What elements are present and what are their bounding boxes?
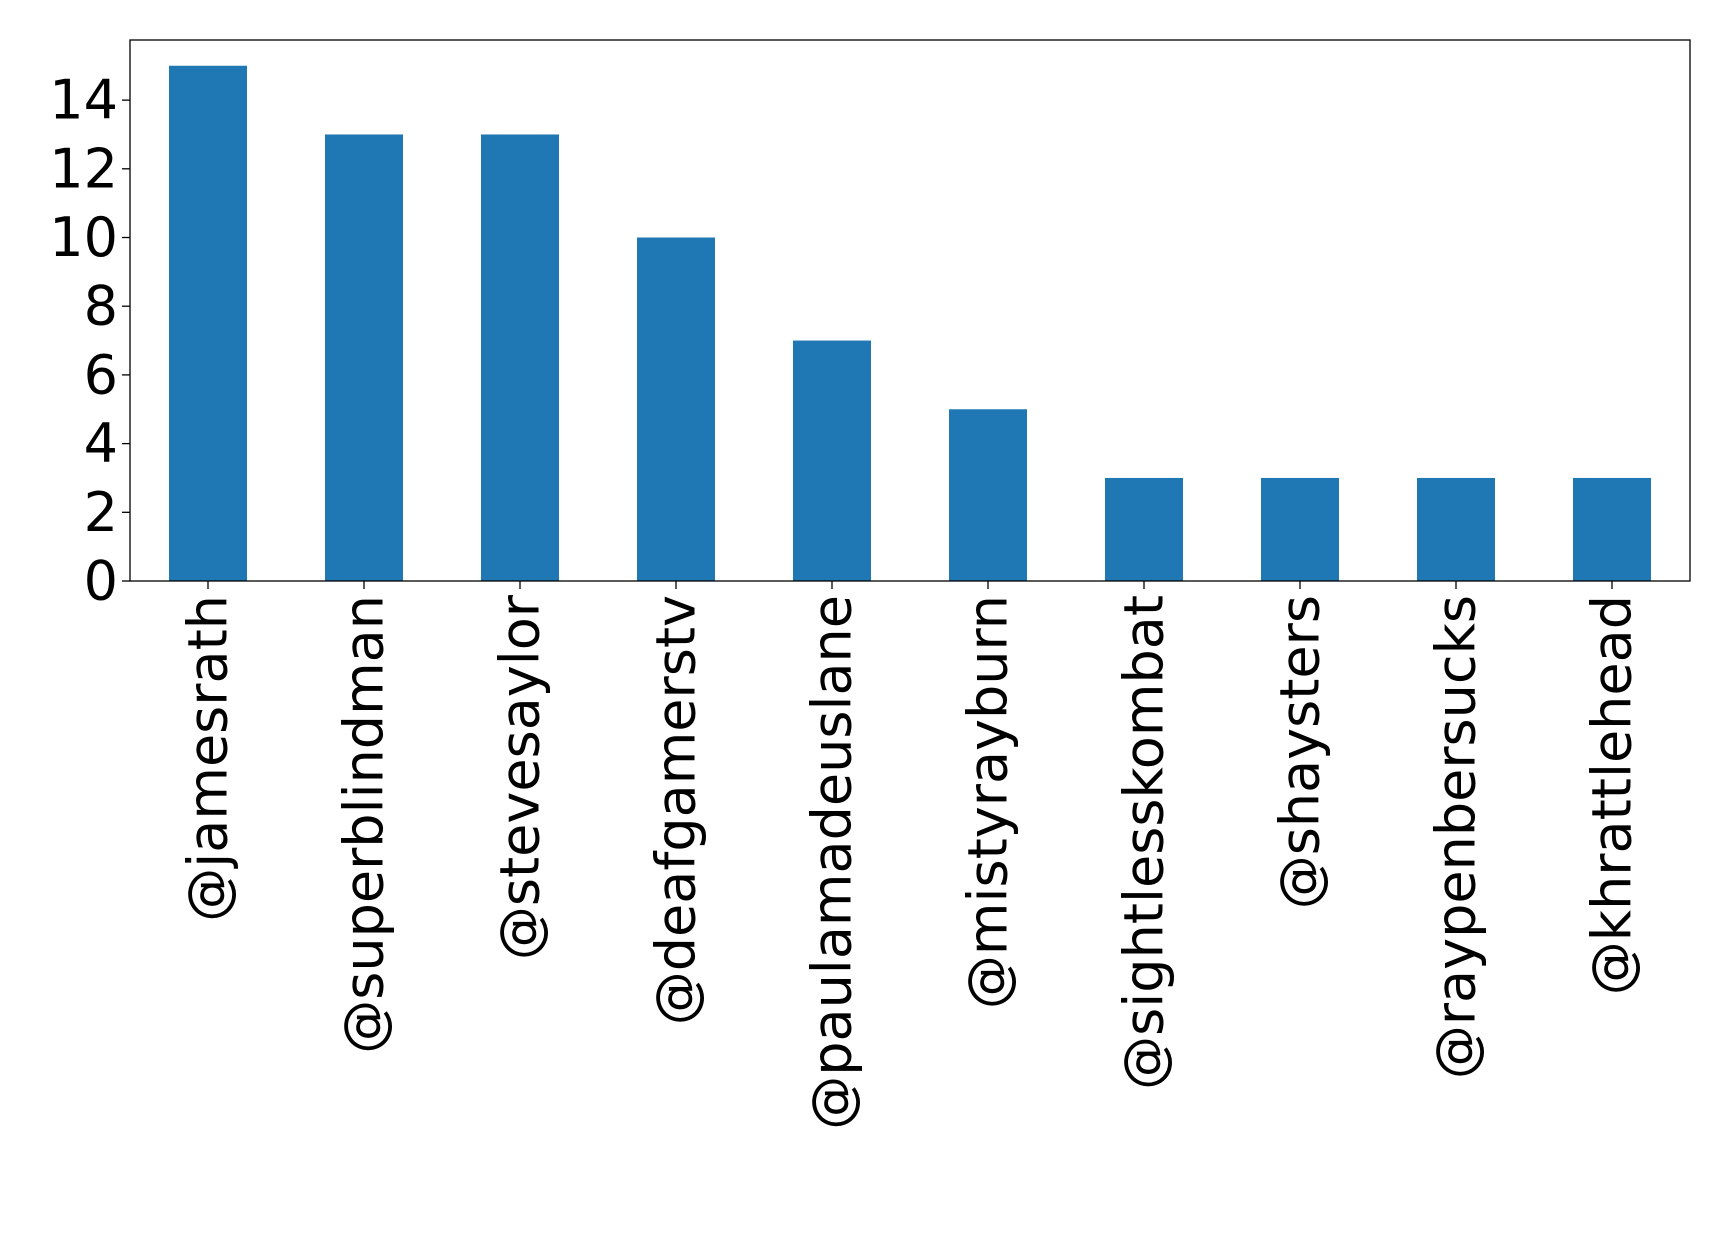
bar [637, 237, 715, 581]
y-tick-label: 14 [49, 69, 118, 132]
y-tick-label: 6 [84, 343, 118, 406]
x-tick-label: @deafgamerstv [645, 595, 708, 1025]
bars-layer [169, 65, 1651, 581]
x-tick-label: @shaysters [1269, 595, 1332, 909]
y-tick-label: 10 [49, 206, 118, 269]
y-tick-label: 8 [84, 275, 118, 338]
bar [325, 134, 403, 581]
bar [949, 409, 1027, 581]
bar [1261, 477, 1339, 581]
bar [1105, 477, 1183, 581]
bar [481, 134, 559, 581]
y-tick-label: 4 [84, 412, 118, 475]
plot-frame [129, 39, 1691, 582]
bar [1417, 477, 1495, 581]
x-tick-label: @sightlesskombat [1113, 595, 1176, 1090]
bar [793, 340, 871, 581]
x-tick-label: @khrattlehead [1581, 595, 1644, 995]
bar [169, 65, 247, 581]
x-tick-label: @raypenbersucks [1425, 595, 1488, 1079]
bar [1573, 477, 1651, 581]
x-tick-label: @mistyrayburn [957, 595, 1020, 1009]
x-tick-label: @jamesrath [177, 595, 240, 922]
x-axis: @jamesrath @superblindman @stevesaylor @dea… [177, 581, 1644, 1130]
y-tick-label: 12 [49, 137, 118, 200]
y-tick-label: 2 [84, 481, 118, 544]
x-tick-label: @superblindman [333, 595, 396, 1054]
x-tick-label: @paulamadeuslane [801, 595, 864, 1130]
x-tick-label: @stevesaylor [489, 594, 552, 960]
y-tick-label: 0 [84, 550, 118, 613]
